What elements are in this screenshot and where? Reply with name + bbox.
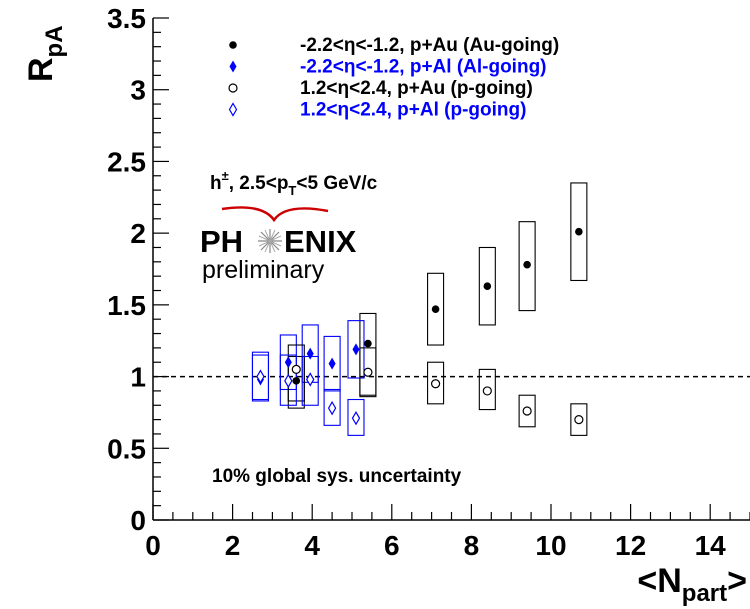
data-point-series-4: [284, 373, 293, 389]
data-point-series-2: [306, 347, 314, 360]
legend-marker-2: [229, 60, 237, 73]
legend-marker-1: [229, 41, 237, 49]
data-point-series-4: [327, 400, 337, 416]
sys-box-series-1: [359, 312, 377, 396]
data-point-series-1: [575, 227, 583, 236]
data-point-series-3: [522, 406, 532, 416]
sys-box-series-4: [347, 398, 365, 436]
x-axis-title-end: >: [727, 562, 747, 600]
logo-star-icon: [258, 229, 282, 253]
kinematics-label: h±, 2.5<pT<5 GeV/c: [210, 168, 378, 198]
kin-mid: , 2.5<p: [229, 173, 289, 194]
y-tick-label: 2.5: [107, 146, 146, 177]
data-point-series-4: [306, 372, 315, 387]
tick-labels: 0 2 4 6 8 10 12 14 0 0.5 1 1.5 2 2.5 3 3.5: [107, 3, 726, 561]
logo-arc: [221, 206, 329, 223]
legend-label-3: 1.2<η<2.4, p+Au (p-going): [300, 78, 533, 99]
x-axis-title: <Npart>: [637, 562, 747, 607]
x-tick-label: 4: [304, 530, 320, 561]
legend-marker-4: [228, 102, 238, 117]
x-tick-label: 2: [225, 530, 241, 561]
phenix-logo: PH ENIX preliminary: [200, 206, 357, 284]
systematic-boxes: [251, 182, 588, 436]
data-point-series-1: [431, 305, 440, 313]
data-point-series-2: [284, 356, 292, 369]
kin-pm: ±: [222, 168, 229, 183]
legend-label-4: 1.2<η<2.4, p+Al (p-going): [300, 100, 526, 121]
data-point-series-4: [351, 410, 361, 426]
data-point-series-3: [363, 367, 373, 377]
x-tick-label: 6: [384, 530, 400, 561]
y-tick-label: 0: [130, 505, 146, 536]
kin-h: h: [210, 173, 222, 194]
sys-box-series-3: [518, 394, 536, 428]
y-tick-label: 3: [130, 75, 146, 106]
data-markers: [256, 227, 584, 426]
kin-T: T: [288, 183, 296, 198]
sys-box-series-4: [323, 388, 341, 426]
data-point-series-3: [430, 379, 441, 389]
x-axis-title-sub: part: [682, 580, 727, 607]
legend: -2.2<η<-1.2, p+Au (Au-going)-2.2<η<-1.2,…: [228, 35, 559, 121]
x-tick-label: 0: [145, 530, 161, 561]
sys-box-series-2: [347, 320, 365, 379]
legend-marker-3: [228, 83, 238, 93]
y-axis-title-main: R: [22, 57, 60, 82]
y-tick-label: 2: [130, 218, 146, 249]
sys-box-series-1: [518, 221, 536, 312]
sys-box-series-1: [427, 272, 445, 346]
kin-end: <5 GeV/c: [296, 173, 377, 194]
logo-text-left: PH: [200, 224, 243, 259]
sys-box-series-1: [478, 246, 496, 326]
legend-label-1: -2.2<η<-1.2, p+Au (Au-going): [300, 35, 559, 56]
sys-box-series-3: [478, 368, 496, 411]
data-point-series-3: [482, 386, 492, 396]
y-axis-title-sub: pA: [41, 25, 68, 57]
logo-text-right: ENIX: [284, 224, 357, 259]
x-tick-label: 14: [695, 530, 727, 561]
y-tick-label: 0.5: [107, 433, 146, 464]
data-point-series-1: [364, 339, 372, 348]
data-point-series-3: [291, 364, 301, 374]
sys-box-series-3: [570, 403, 588, 436]
data-point-series-4: [256, 369, 265, 384]
global-sys-note: 10% global sys. uncertainty: [212, 466, 462, 487]
x-tick-label: 12: [615, 530, 646, 561]
x-tick-label: 8: [464, 530, 480, 561]
data-point-series-1: [292, 377, 301, 385]
x-tick-label: 10: [535, 530, 566, 561]
y-axis-title: RpA: [22, 25, 68, 82]
sys-box-series-2: [323, 335, 341, 392]
logo-subtitle: preliminary: [202, 256, 325, 284]
x-axis-title-main: <N: [637, 562, 681, 600]
axis-ticks: [152, 17, 750, 521]
y-tick-label: 1: [130, 362, 146, 393]
sys-box-series-1: [570, 182, 588, 282]
sys-box-series-3: [427, 361, 445, 405]
data-point-series-2: [328, 357, 336, 370]
data-point-series-2: [352, 343, 360, 356]
y-tick-label: 3.5: [107, 3, 146, 34]
data-point-series-3: [574, 415, 584, 425]
data-point-series-1: [523, 260, 531, 269]
sys-box-series-3: [359, 347, 377, 398]
data-point-series-1: [483, 282, 492, 291]
sys-box-series-4: [251, 354, 270, 401]
legend-label-2: -2.2<η<-1.2, p+Al (Al-going): [300, 57, 547, 78]
y-tick-label: 1.5: [107, 290, 146, 321]
